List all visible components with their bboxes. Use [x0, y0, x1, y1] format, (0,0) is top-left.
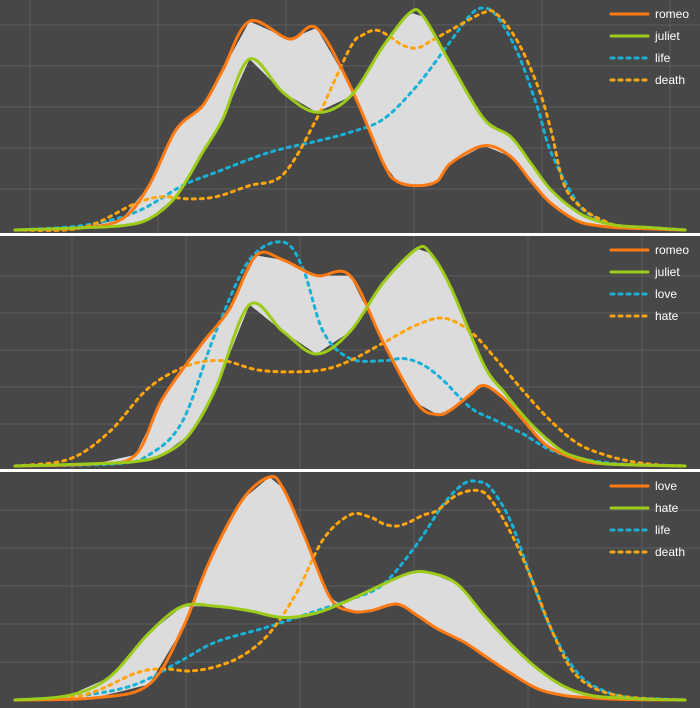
series-line-death: [13, 9, 687, 232]
series-line-hate: [13, 569, 687, 702]
legend-label-love: love: [655, 479, 677, 493]
legend: romeo juliet love hate: [609, 243, 689, 323]
series-line-death: [13, 488, 687, 702]
legend-label-hate: hate: [655, 501, 679, 515]
legend-label-juliet: juliet: [654, 29, 680, 43]
legend: romeo juliet life death: [609, 7, 689, 87]
chart-panel-romeo-juliet-love-hate: romeo juliet love hate: [0, 236, 700, 469]
legend-label-love: love: [655, 287, 677, 301]
series-line-romeo: [13, 19, 687, 232]
legend-label-life: life: [655, 523, 671, 537]
legend-label-life: life: [655, 51, 671, 65]
chart-panel-romeo-juliet-life-death: romeo juliet life death: [0, 0, 700, 233]
series-line-life: [13, 479, 687, 702]
legend-label-death: death: [655, 545, 685, 559]
fill-between-love-hate: [15, 477, 685, 700]
legend-label-hate: hate: [655, 309, 679, 323]
chart-panel-love-hate-life-death: love hate life death: [0, 472, 700, 708]
series-line-love: [13, 475, 687, 702]
series-line-life: [13, 6, 687, 232]
series-line-juliet: [13, 244, 687, 468]
legend-label-death: death: [655, 73, 685, 87]
legend: love hate life death: [609, 479, 685, 559]
chart-svg-3: love hate life death: [0, 472, 700, 708]
legend-label-romeo: romeo: [655, 7, 689, 21]
legend-label-romeo: romeo: [655, 243, 689, 257]
fill-between-romeo-juliet: [15, 13, 685, 230]
series-line-romeo: [13, 250, 687, 468]
chart-svg-1: romeo juliet life death: [0, 0, 700, 233]
chart-svg-2: romeo juliet love hate: [0, 236, 700, 469]
legend-label-juliet: juliet: [654, 265, 680, 279]
series-line-hate: [13, 316, 687, 468]
series-line-juliet: [13, 7, 687, 232]
